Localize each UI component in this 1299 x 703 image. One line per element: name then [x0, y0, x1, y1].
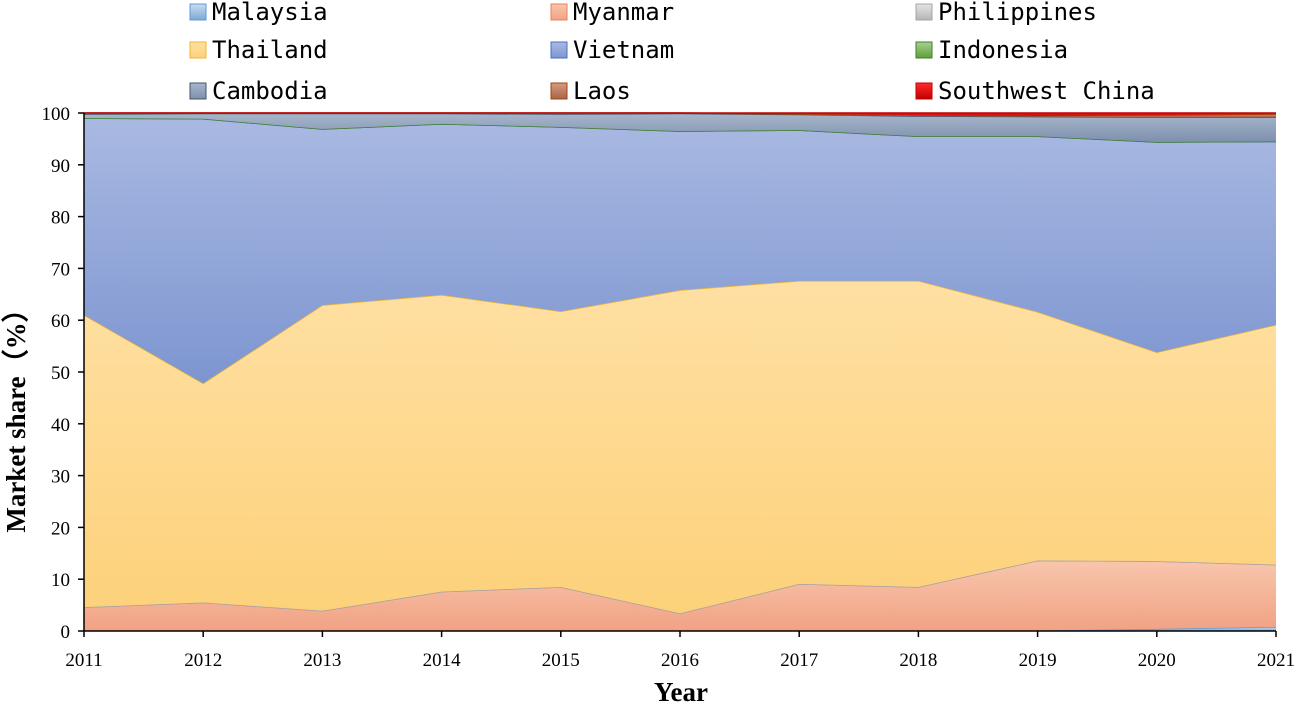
- legend-label-vietnam: Vietnam: [573, 36, 674, 64]
- area-myanmar: [84, 560, 1276, 631]
- x-tick-label: 2019: [1019, 650, 1057, 671]
- x-tick-label: 2015: [542, 650, 580, 671]
- legend-label-indonesia: Indonesia: [938, 36, 1068, 64]
- x-tick-label: 2018: [899, 650, 937, 671]
- area-cambodia: [84, 113, 1276, 143]
- y-tick-label: 100: [42, 104, 71, 125]
- legend-label-southwest-china: Southwest China: [938, 77, 1155, 105]
- legend-swatch-vietnam: [550, 41, 568, 59]
- y-tick-label: 40: [51, 415, 70, 436]
- x-tick-label: 2021: [1257, 650, 1295, 671]
- y-tick-label: 70: [51, 259, 70, 280]
- y-tick-label: 80: [51, 208, 70, 229]
- legend-swatch-indonesia: [915, 41, 933, 59]
- y-tick-label: 30: [51, 467, 70, 488]
- x-tick-label: 2016: [661, 650, 699, 671]
- area-laos: [84, 113, 1276, 118]
- legend-item-vietnam: Vietnam: [550, 36, 674, 64]
- y-tick-label: 0: [61, 622, 71, 643]
- y-tick-label: 50: [51, 363, 70, 384]
- y-tick-label: 60: [51, 311, 70, 332]
- area-vietnam: [84, 118, 1276, 384]
- legend-swatch-laos: [550, 82, 568, 100]
- legend-item-southwest-china: Southwest China: [915, 77, 1155, 105]
- x-axis-title: Year: [654, 677, 708, 703]
- x-tick-label: 2011: [65, 650, 102, 671]
- legend-swatch-cambodia: [189, 82, 207, 100]
- y-tick-label: 20: [51, 518, 70, 539]
- legend-item-myanmar: Myanmar: [550, 0, 674, 26]
- x-tick-label: 2012: [184, 650, 222, 671]
- legend-swatch-myanmar: [550, 3, 568, 21]
- axes: 0 10 20 30 40 50 60 70 80 90 100 2011 2012 2013 2014 20…: [42, 104, 1296, 671]
- legend-label-cambodia: Cambodia: [212, 77, 328, 105]
- plot-area: [83, 112, 1277, 632]
- area-thailand: [84, 280, 1276, 614]
- legend-label-thailand: Thailand: [212, 36, 328, 64]
- legend-label-laos: Laos: [573, 77, 631, 105]
- legend-label-myanmar: Myanmar: [573, 0, 674, 26]
- legend-swatch-malaysia: [189, 3, 207, 21]
- legend-item-cambodia: Cambodia: [189, 77, 328, 105]
- x-tick-label: 2020: [1138, 650, 1176, 671]
- legend-label-philippines: Philippines: [938, 0, 1097, 26]
- legend-item-indonesia: Indonesia: [915, 36, 1068, 64]
- y-tick-label: 90: [51, 156, 70, 177]
- legend-item-philippines: Philippines: [915, 0, 1097, 26]
- y-axis-title: Market share（%）: [1, 295, 31, 532]
- legend-label-malaysia: Malaysia: [212, 0, 328, 26]
- x-tick-label: 2014: [423, 650, 462, 671]
- y-tick-label: 10: [51, 570, 70, 591]
- legend-swatch-southwest-china: [915, 82, 933, 100]
- legend-item-laos: Laos: [550, 77, 631, 105]
- legend-item-malaysia: Malaysia: [189, 0, 328, 26]
- legend: Malaysia Myanmar Philippines Thailand Vietna…: [189, 0, 1155, 105]
- legend-swatch-philippines: [915, 3, 933, 21]
- x-tick-label: 2013: [303, 650, 341, 671]
- x-tick-label: 2017: [780, 650, 818, 671]
- legend-item-thailand: Thailand: [189, 36, 328, 64]
- legend-swatch-thailand: [189, 41, 207, 59]
